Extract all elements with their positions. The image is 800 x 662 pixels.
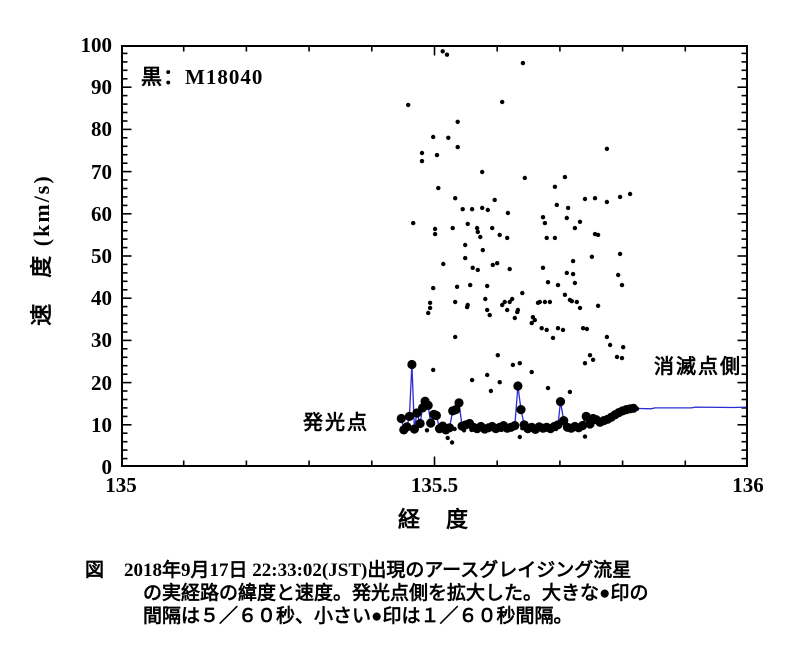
figure-caption: 図 2018年9月17日 22:33:02(JST)出現のアースグレイジング流星… xyxy=(85,559,649,628)
y-tick-label-70: 70 xyxy=(91,159,112,184)
caption-prefix: 図 xyxy=(85,560,105,581)
y-tick-label-90: 90 xyxy=(91,75,112,100)
y-ticks xyxy=(122,45,747,467)
y-tick-label-0: 0 xyxy=(101,455,113,479)
y-axis-title: 速 度 (km/s) xyxy=(29,174,54,326)
caption-line-3: 間隔は５／６０秒、小さい●印は１／６０秒間隔。 xyxy=(143,606,573,627)
x-tick-label-136: 136 xyxy=(732,473,764,497)
y-tick-label-30: 30 xyxy=(91,328,112,353)
plot-area xyxy=(121,45,748,467)
x-ticks xyxy=(121,46,748,466)
series-label: 黒：M18040 xyxy=(141,65,264,89)
x-tick-label-135: 135 xyxy=(105,473,137,497)
x-axis-title: 経 度 xyxy=(397,507,471,532)
series-points-1 xyxy=(396,359,638,435)
series-line-2 xyxy=(633,406,748,410)
caption-text: 2018年9月17日 22:33:02(JST)出現のアースグレイジング流星 の… xyxy=(124,559,648,628)
annotation-luminous-start-point: 発光点 xyxy=(303,412,369,434)
y-tick-label-80: 80 xyxy=(91,117,112,142)
y-tick-label-100: 100 xyxy=(80,33,113,57)
y-tick-label-40: 40 xyxy=(91,286,112,311)
caption-line-2: の実経路の緯度と速度。発光点側を拡大した。大きな●印の xyxy=(143,583,649,604)
y-tick-label-20: 20 xyxy=(91,370,112,395)
scatter-plot-canvas xyxy=(121,45,748,467)
y-tick-label-10: 10 xyxy=(91,412,112,437)
plot-frame xyxy=(121,45,748,467)
x-tick-label-135.5: 135.5 xyxy=(410,473,459,497)
caption-line-1: 2018年9月17日 22:33:02(JST)出現のアースグレイジング流星 xyxy=(124,560,632,581)
y-tick-label-60: 60 xyxy=(91,201,112,226)
y-tick-label-50: 50 xyxy=(91,244,112,268)
annotation-extinction-point-side: 消滅点側 xyxy=(654,356,742,378)
